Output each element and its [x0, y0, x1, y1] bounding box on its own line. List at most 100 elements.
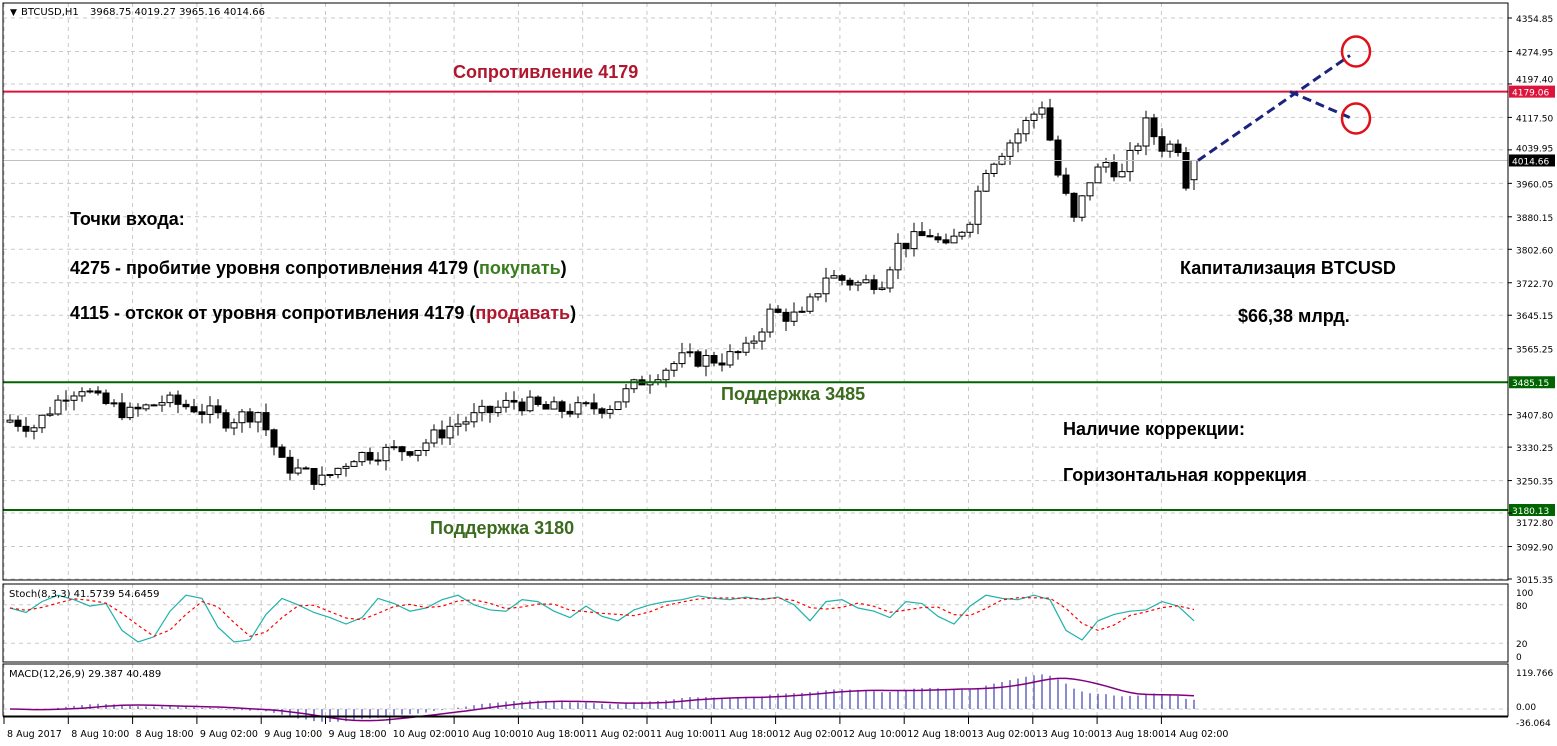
y-tick-label: 3645.15 — [1516, 312, 1553, 322]
candle-body — [870, 279, 878, 290]
candle-body — [830, 275, 838, 279]
candle-body — [886, 269, 894, 289]
candle-body — [822, 277, 830, 295]
candle-body — [310, 467, 318, 485]
candle-body — [142, 404, 150, 410]
stoch-tick-label: 20 — [1516, 640, 1528, 650]
support-3485-label: Поддержка 3485 — [721, 384, 866, 404]
candle-body — [462, 421, 470, 425]
candle-body — [1046, 107, 1054, 141]
candle-body — [878, 287, 886, 290]
candle-body — [846, 279, 854, 286]
level-tag-label: 4014.66 — [1512, 157, 1549, 167]
entry1-close: ) — [560, 258, 567, 278]
candle-body — [1174, 143, 1182, 154]
candle-body — [1038, 107, 1046, 115]
x-tick-label: 10 Aug 18:00 — [521, 729, 585, 740]
candle-body — [550, 401, 558, 410]
entry2-close: ) — [570, 303, 577, 323]
candle-body — [174, 394, 182, 405]
collapse-arrow-icon[interactable]: ▼ — [10, 8, 17, 18]
candle-body — [726, 351, 734, 366]
macd-tick-label: 0.00 — [1516, 703, 1536, 713]
candle-body — [734, 351, 742, 354]
candle-body — [206, 405, 214, 415]
candle-body — [166, 394, 174, 404]
candle-body — [414, 450, 422, 456]
candle-body — [374, 459, 382, 462]
x-tick-label: 14 Aug 02:00 — [1164, 729, 1228, 740]
x-tick-label: 8 Aug 10:00 — [71, 729, 129, 740]
candle-body — [182, 403, 190, 408]
candle-body — [566, 410, 574, 415]
entry-point-sell: 4115 - отскок от уровня сопротивления 41… — [70, 303, 576, 324]
x-tick-label: 11 Aug 02:00 — [586, 729, 650, 740]
candle-body — [622, 388, 630, 403]
stoch-main-line — [9, 594, 1195, 643]
y-tick-label: 3407.80 — [1516, 412, 1553, 422]
candle-body — [230, 422, 238, 429]
candle-body — [398, 446, 406, 453]
candle-body — [134, 406, 142, 410]
correction-value: Горизонтальная коррекция — [1063, 465, 1307, 485]
entry1-text: 4275 - пробитие уровня сопротивления 417… — [70, 258, 479, 278]
candle-body — [318, 474, 326, 485]
x-tick-label: 8 Aug 18:00 — [136, 729, 194, 740]
grid — [3, 3, 1508, 716]
y-tick-label: 3330.25 — [1516, 444, 1553, 454]
candle-body — [254, 412, 262, 423]
candle-body — [270, 429, 278, 448]
y-tick-label: 4117.50 — [1516, 114, 1553, 124]
candle-body — [902, 242, 910, 250]
candle-body — [110, 402, 118, 405]
candle-body — [590, 402, 598, 410]
candle-body — [14, 419, 22, 427]
candle-body — [806, 296, 814, 312]
y-tick-label: 3092.90 — [1516, 544, 1553, 554]
stoch-tick-label: 80 — [1516, 602, 1528, 612]
sell-action: продавать — [475, 303, 571, 323]
candle-body — [262, 412, 270, 431]
macd-tick-label: -36.064 — [1516, 719, 1551, 729]
candle-body — [326, 474, 334, 477]
candle-body — [1126, 149, 1134, 173]
candle-body — [430, 429, 438, 444]
candle-body — [982, 172, 990, 192]
candle-body — [862, 279, 870, 284]
candle-body — [1054, 139, 1062, 176]
candle-body — [782, 311, 790, 322]
candle-body — [126, 406, 134, 419]
candle-body — [598, 408, 606, 414]
candle-body — [686, 351, 694, 354]
candle-body — [1070, 192, 1078, 218]
candle-body — [1142, 117, 1150, 147]
candle-body — [1030, 113, 1038, 121]
candle-body — [926, 235, 934, 238]
stoch-signal-line — [9, 597, 1195, 638]
candle-body — [790, 311, 798, 322]
candle-body — [990, 163, 998, 174]
x-tick-label: 12 Aug 02:00 — [779, 729, 843, 740]
candle-body — [334, 467, 342, 476]
y-tick-label: 4197.40 — [1516, 76, 1553, 86]
candle-body — [6, 419, 14, 423]
candle-body — [494, 406, 502, 414]
candle-body — [78, 391, 86, 397]
candle-body — [1110, 161, 1118, 178]
candle-body — [238, 411, 246, 424]
candle-body — [958, 231, 966, 237]
candle-body — [406, 451, 414, 456]
capitalization-value: $66,38 млрд. — [1238, 306, 1350, 326]
candle-body — [798, 310, 806, 313]
candle-body — [38, 414, 46, 429]
x-tick-label: 13 Aug 10:00 — [1036, 729, 1100, 740]
stochastic-panel — [9, 594, 1195, 643]
candle-body — [614, 401, 622, 411]
candle-body — [1134, 145, 1142, 151]
x-tick-label: 13 Aug 18:00 — [1100, 729, 1164, 740]
y-tick-label: 3015.35 — [1516, 576, 1553, 586]
forecast-buy-line — [1197, 54, 1351, 162]
candle-body — [950, 235, 958, 244]
